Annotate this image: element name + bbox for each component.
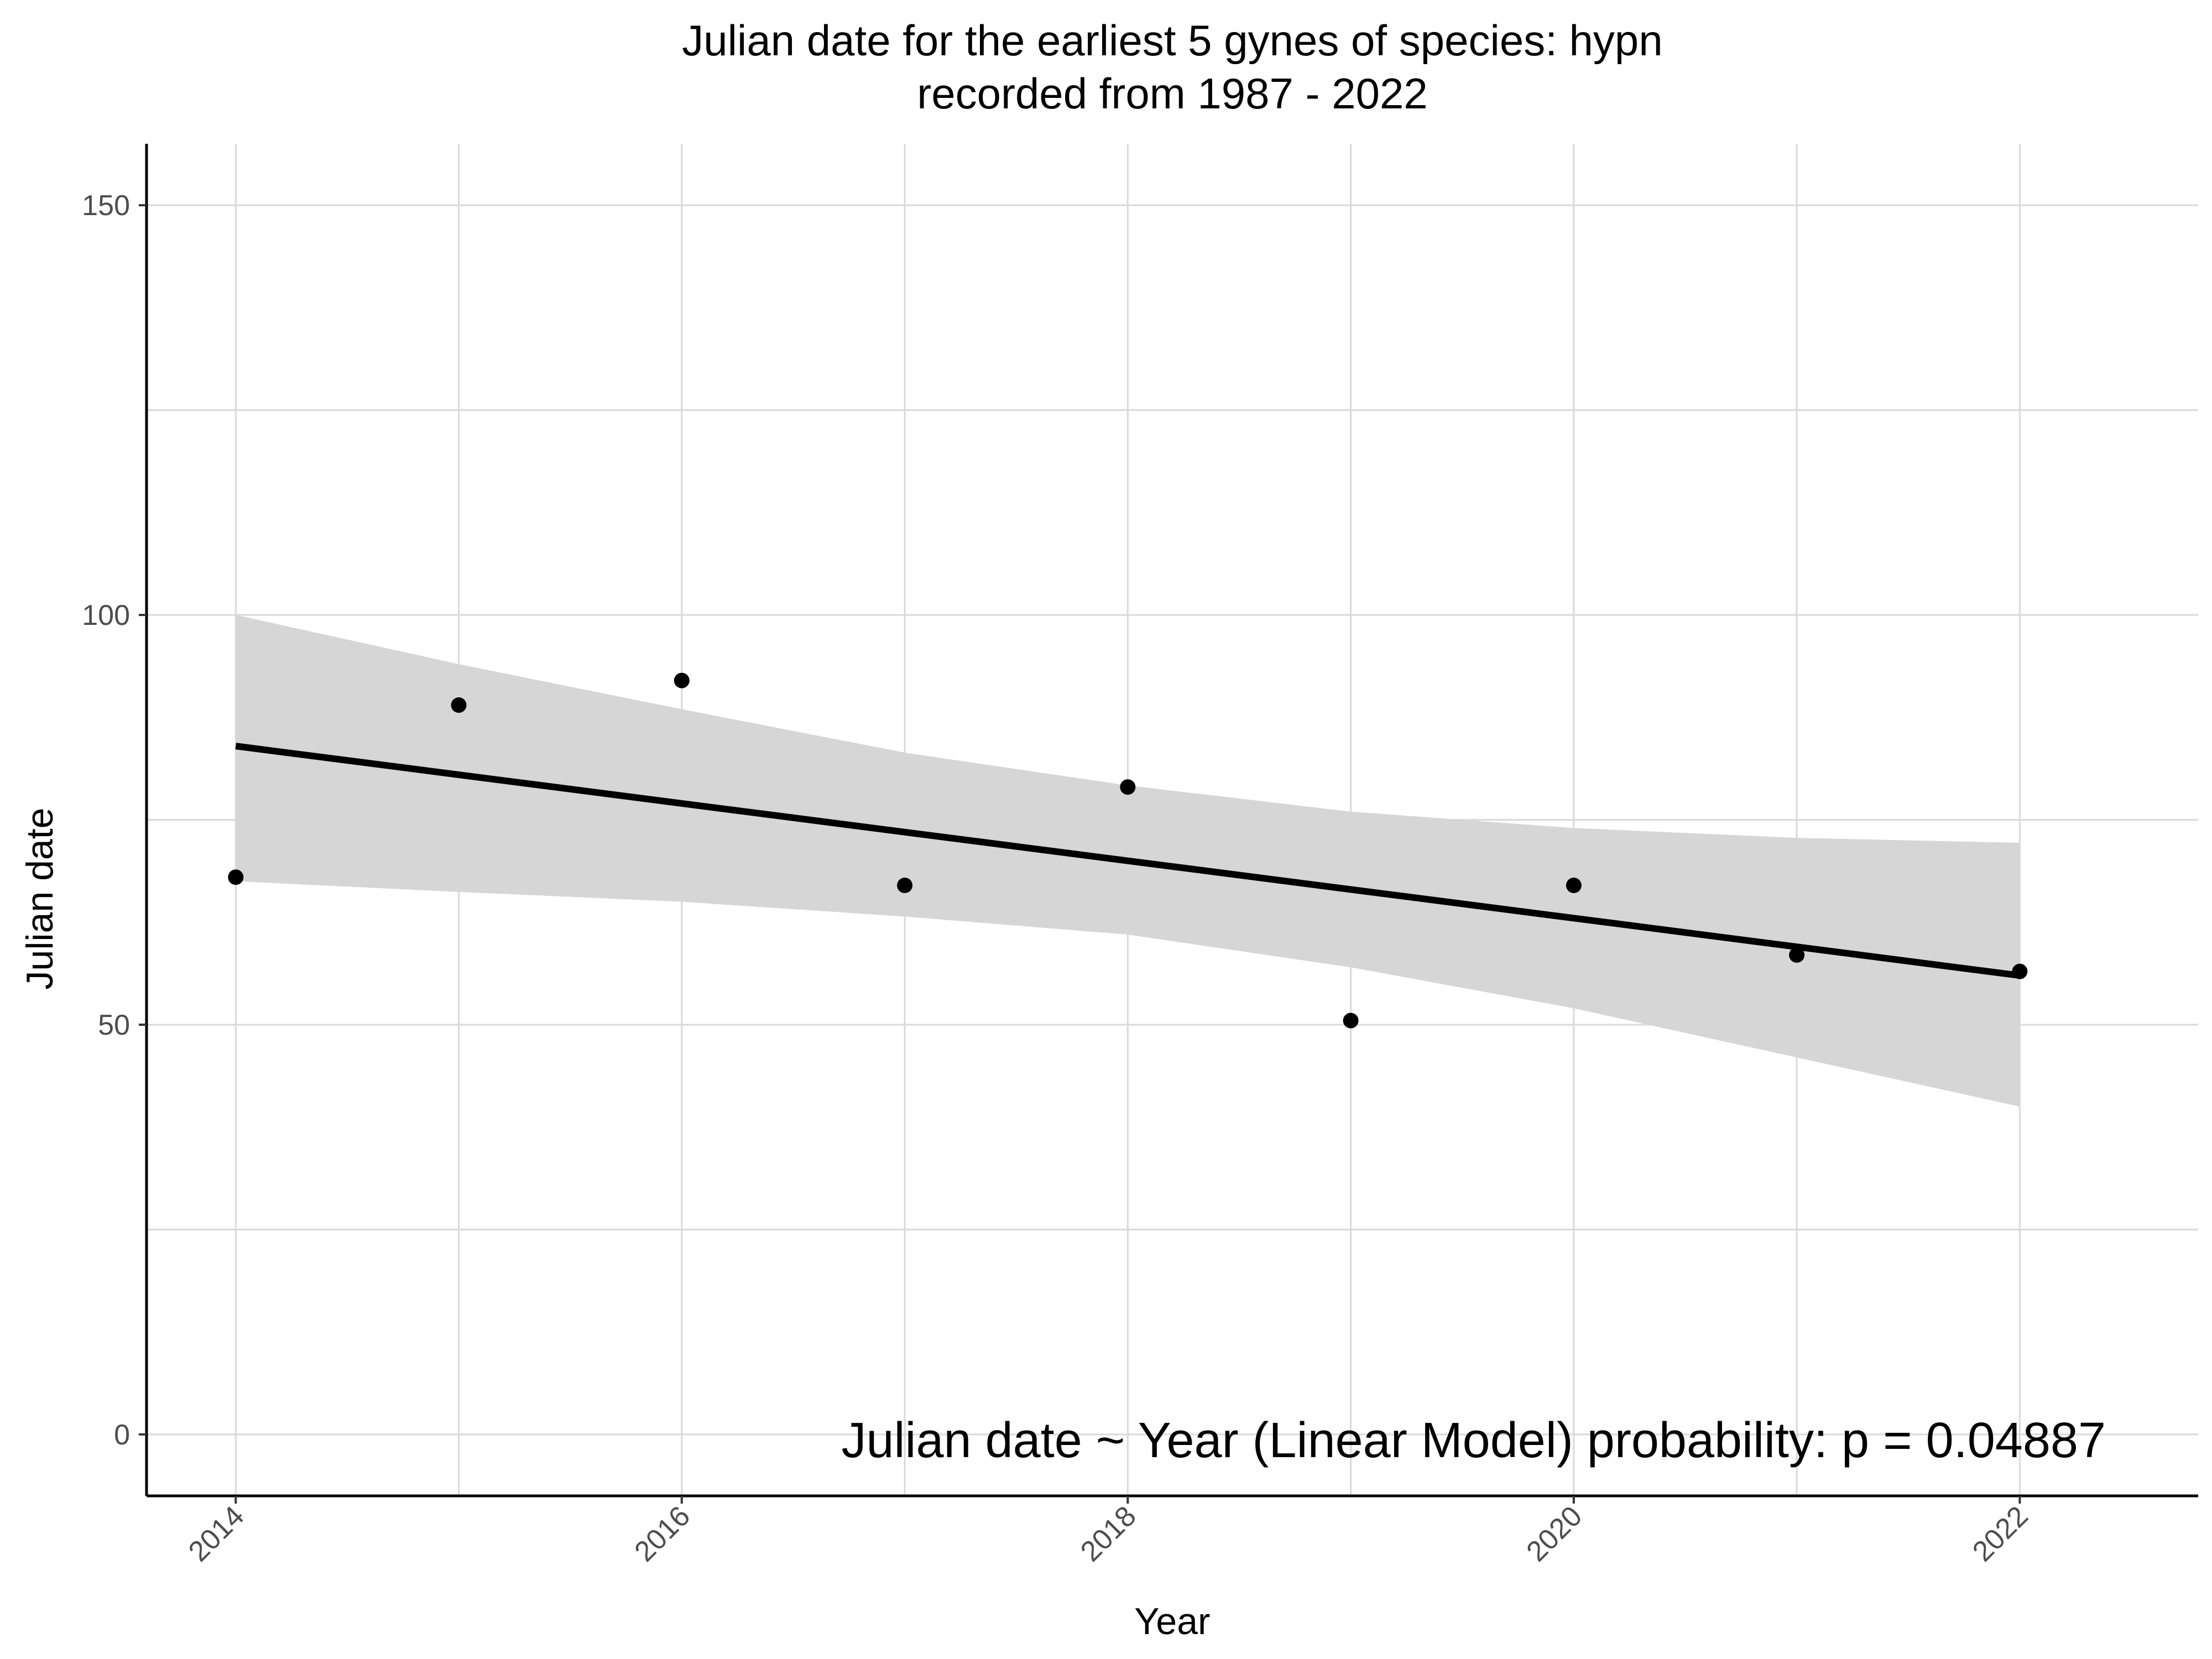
x-tick-label-2022: 2022 bbox=[1966, 1500, 2034, 1568]
chart-title-line-2: recorded from 1987 - 2022 bbox=[917, 69, 1428, 118]
x-tick-label-2020: 2020 bbox=[1521, 1500, 1589, 1568]
trend-line-layer bbox=[235, 743, 2021, 979]
data-point-2014 bbox=[228, 869, 244, 885]
axes bbox=[139, 144, 2198, 1504]
data-points bbox=[228, 672, 2028, 1029]
data-point-2015 bbox=[451, 697, 467, 713]
x-tick-label-2016: 2016 bbox=[628, 1500, 696, 1568]
data-point-2018 bbox=[1120, 779, 1136, 795]
y-axis-title: Julian date bbox=[19, 808, 61, 990]
x-tick-label-2018: 2018 bbox=[1074, 1500, 1142, 1568]
data-point-2016 bbox=[674, 672, 690, 688]
y-tick-label-50: 50 bbox=[98, 1009, 130, 1041]
model-annotation: Julian date ~ Year (Linear Model) probab… bbox=[841, 1413, 2106, 1468]
trend-line bbox=[235, 743, 2021, 979]
data-point-2019 bbox=[1343, 1013, 1359, 1029]
data-point-2021 bbox=[1789, 947, 1805, 963]
y-tick-label-150: 150 bbox=[82, 190, 130, 222]
x-axis-title: Year bbox=[1134, 1600, 1210, 1642]
data-point-2022 bbox=[2012, 963, 2028, 979]
data-point-2020 bbox=[1566, 878, 1582, 894]
y-tick-label-100: 100 bbox=[82, 599, 130, 632]
y-tick-label-0: 0 bbox=[114, 1419, 130, 1451]
data-point-2017 bbox=[897, 878, 913, 894]
x-tick-label-2014: 2014 bbox=[182, 1500, 251, 1568]
chart-title-line-1: Julian date for the earliest 5 gynes of … bbox=[682, 16, 1662, 65]
